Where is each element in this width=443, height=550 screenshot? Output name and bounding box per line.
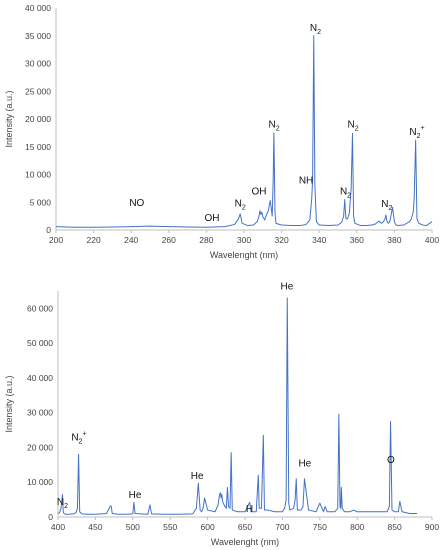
x-tick-label: 320 (275, 235, 289, 245)
peak-label: NH (299, 175, 313, 186)
peak-label: OH (205, 213, 220, 224)
x-tick-label: 750 (313, 522, 327, 532)
peak-label: N2 (269, 119, 280, 132)
y-tick-label: 40 000 (25, 3, 51, 13)
x-tick-label: 500 (126, 522, 140, 532)
y-tick-label: 20 000 (27, 442, 53, 452)
peak-label: O (387, 455, 395, 466)
y-tick-label: 10 000 (27, 477, 53, 487)
x-tick-label: 400 (425, 235, 439, 245)
peak-label: He (191, 471, 204, 482)
y-tick-label: 15 000 (25, 142, 51, 152)
chart-2: 400 450 500 550 600 650 700 750 800 850 900 0 10 000… (4, 281, 439, 547)
x-tick-label: 360 (350, 235, 364, 245)
spectrum-points (55, 35, 433, 228)
peak-label: N2 (340, 186, 351, 199)
peak-label: N2 (235, 199, 246, 212)
x-tick-label: 220 (87, 235, 101, 245)
peak-label: N2 (347, 119, 358, 132)
x-tick-label: 400 (51, 522, 65, 532)
x-tick-label: 600 (201, 522, 215, 532)
y-tick-label: 20 000 (25, 114, 51, 124)
x-tick-label: 850 (388, 522, 402, 532)
y-tick-label: 35 000 (25, 31, 51, 41)
y-tick-label: 0 (48, 512, 53, 522)
spectrum-line (57, 297, 418, 515)
y-axis-title: Intensity (a.u.) (4, 90, 14, 147)
peak-label: OH (252, 186, 267, 197)
y-axis-title: Intensity (a.u.) (4, 375, 14, 432)
y-tick-label: 30 000 (25, 59, 51, 69)
y-tick-label: 60 000 (27, 303, 53, 313)
x-tick-label: 800 (350, 522, 364, 532)
peak-label: NO (129, 198, 144, 209)
y-tick-label: 25 000 (25, 86, 51, 96)
peak-label: He (298, 459, 311, 470)
peak-label: N2 (57, 497, 68, 510)
x-tick-label: 650 (238, 522, 252, 532)
peak-label: N2 (310, 23, 321, 36)
peak-label: H (246, 504, 253, 515)
x-tick-label: 240 (124, 235, 138, 245)
peak-label: N2+ (71, 431, 86, 446)
x-axis-title: Wavelenght (nm) (211, 537, 279, 547)
peak-label: N2+ (409, 125, 424, 140)
x-axis-title: Wavelenght (nm) (210, 250, 278, 260)
x-tick-label: 550 (163, 522, 177, 532)
x-tick-label: 700 (275, 522, 289, 532)
x-tick-label: 300 (237, 235, 251, 245)
y-tick-label: 30 000 (27, 408, 53, 418)
x-tick-label: 340 (312, 235, 326, 245)
x-tick-label: 380 (387, 235, 401, 245)
peak-label: He (280, 281, 293, 292)
chart-1: 200 220 240 260 280 300 320 340 360 380 400 0 5 000 1… (4, 3, 439, 260)
y-tick-label: 40 000 (27, 373, 53, 383)
x-tick-label: 260 (162, 235, 176, 245)
x-tick-label: 900 (425, 522, 439, 532)
x-tick-label: 280 (199, 235, 213, 245)
peak-label: N2 (381, 199, 392, 212)
y-tick-label: 50 000 (27, 338, 53, 348)
y-tick-label: 0 (46, 225, 51, 235)
x-tick-label: 450 (88, 522, 102, 532)
y-tick-label: 5 000 (30, 197, 52, 207)
spectrum-points (57, 297, 418, 515)
x-tick-label: 200 (49, 235, 63, 245)
peak-label: He (129, 490, 142, 501)
y-tick-label: 10 000 (25, 170, 51, 180)
spectrum-line (55, 35, 433, 228)
